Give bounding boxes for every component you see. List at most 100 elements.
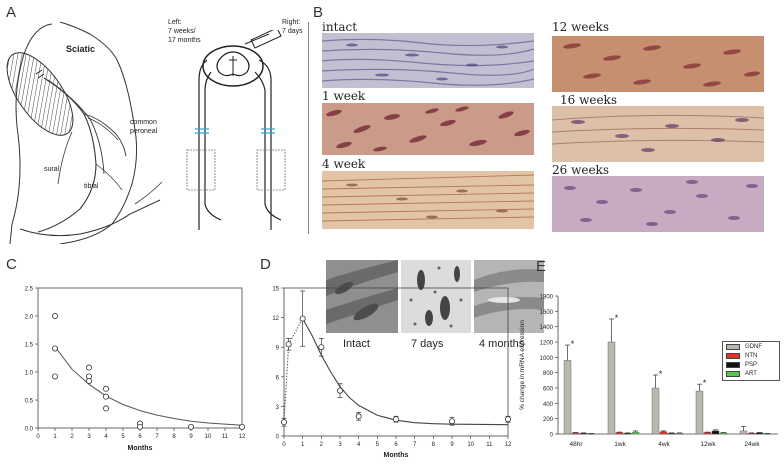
chart-e-significance-marker: * bbox=[659, 369, 663, 379]
chart-e-ytick-label: 1600 bbox=[540, 310, 554, 316]
legend-label-psp: PSP bbox=[745, 361, 758, 368]
chart-d-xtick-label: 9 bbox=[450, 442, 454, 448]
micrograph-label-intact: intact bbox=[322, 20, 358, 34]
inset-intact bbox=[326, 260, 398, 333]
label-sural: sural bbox=[44, 166, 60, 173]
panel-b-letter: B bbox=[313, 4, 324, 21]
chart-c-point bbox=[52, 313, 59, 320]
chart-d-xtick-label: 3 bbox=[338, 442, 342, 448]
chart-d-xtick-label: 8 bbox=[432, 442, 436, 448]
label-common-peroneal: common peroneal bbox=[130, 119, 158, 135]
micrograph-16-weeks bbox=[552, 106, 764, 162]
chart-d-point bbox=[504, 416, 511, 423]
chart-c-point bbox=[103, 393, 110, 400]
micrograph-intact-image bbox=[322, 33, 534, 88]
chart-d-xtick-label: 7 bbox=[413, 442, 417, 448]
chart-e-ytick-label: 400 bbox=[543, 402, 554, 408]
chart-d-ytick-label: 12 bbox=[272, 316, 279, 322]
legend-item-art: ART bbox=[723, 369, 779, 378]
chart-c-xtick-label: 8 bbox=[172, 434, 176, 440]
chart-e-bar bbox=[695, 390, 704, 435]
inset-7-days bbox=[401, 260, 471, 333]
chart-c-point bbox=[187, 423, 194, 430]
legend-swatch-gdnf bbox=[726, 343, 740, 350]
chart-e-bar bbox=[615, 432, 624, 435]
chart-d-ytick-label: 15 bbox=[272, 287, 279, 293]
chart-c-ytick-label: 2.0 bbox=[25, 315, 34, 321]
label-sciatic: Sciatic bbox=[66, 44, 96, 54]
chart-d-ytick-label: 3 bbox=[276, 405, 280, 411]
chart-c-ytick-label: 1.5 bbox=[25, 343, 34, 349]
chart-c-xtick-label: 2 bbox=[70, 434, 74, 440]
chart-c-ytick-label: 2.5 bbox=[25, 287, 34, 293]
chart-e-ytick-label: 200 bbox=[543, 417, 554, 423]
chart-c-frame bbox=[37, 287, 243, 429]
inset-4-months bbox=[474, 260, 544, 333]
chart-d-xtick-label: 2 bbox=[320, 442, 324, 448]
legend-swatch-art bbox=[726, 370, 740, 377]
chart-d-xtick-label: 12 bbox=[505, 442, 512, 448]
chart-c-xtick-label: 10 bbox=[205, 434, 212, 440]
chart-e-bar bbox=[607, 341, 616, 435]
chart-c-point bbox=[103, 385, 110, 392]
chart-d-point bbox=[337, 387, 344, 394]
chart-d-xtick-label: 11 bbox=[486, 442, 493, 448]
spinal-cord-schematic bbox=[186, 30, 286, 230]
inset-label-4-months: 4 months bbox=[479, 338, 525, 350]
legend-label-ntn: NTN bbox=[745, 352, 758, 359]
chart-e-category-label: 1wk bbox=[614, 441, 626, 448]
chart-d-point bbox=[285, 341, 292, 348]
legend-swatch-ntn bbox=[726, 352, 740, 359]
micrograph-1-week-image bbox=[322, 103, 534, 155]
chart-e-significance-marker: * bbox=[615, 313, 619, 323]
chart-e-significance-marker: * bbox=[703, 378, 707, 388]
chart-d-dotted-line bbox=[283, 318, 304, 423]
chart-d-point bbox=[318, 344, 325, 351]
chart-e-significance-marker: * bbox=[571, 339, 575, 349]
panel-c-letter: C bbox=[6, 256, 17, 273]
chart-c-xtick-label: 5 bbox=[121, 434, 125, 440]
micrograph-12-weeks-image bbox=[552, 36, 764, 92]
legend-label-gdnf: GDNF bbox=[745, 343, 762, 350]
micrograph-label-1-week: 1 week bbox=[322, 89, 366, 103]
chart-c-point bbox=[137, 423, 144, 430]
micrograph-4-week-image bbox=[322, 171, 534, 229]
chart-d-xtick-label: 5 bbox=[376, 442, 380, 448]
chart-e: 0 200 400 600 800 1000 1200 1400 1600 1800 % chang… bbox=[519, 295, 778, 448]
chart-e-category-label: 4wk bbox=[658, 441, 670, 448]
chart-d-point bbox=[448, 418, 455, 425]
chart-e-bar bbox=[667, 433, 676, 435]
chart-d-xlabel: Months bbox=[384, 452, 409, 459]
micrograph-16-weeks-image bbox=[552, 106, 764, 162]
inset-label-intact: Intact bbox=[343, 338, 370, 350]
chart-c-ytick-label: 1.0 bbox=[25, 371, 34, 377]
legend-label-art: ART bbox=[745, 370, 757, 377]
chart-e-ytick-label: 0 bbox=[550, 433, 554, 439]
chart-e-bar bbox=[571, 432, 580, 435]
chart-d-xtick-label: 6 bbox=[394, 442, 398, 448]
chart-e-bar bbox=[755, 432, 764, 435]
legend-item-ntn: NTN bbox=[723, 351, 779, 360]
chart-e-bar bbox=[651, 387, 660, 435]
panel-a-letter: A bbox=[6, 4, 17, 21]
chart-d-xtick-label: 1 bbox=[301, 442, 305, 448]
micrograph-26-weeks bbox=[552, 176, 764, 232]
chart-e-ytick-label: 1400 bbox=[540, 325, 554, 331]
chart-c-xtick-label: 4 bbox=[104, 434, 108, 440]
chart-e-bar bbox=[719, 432, 728, 435]
micrograph-26-weeks-image bbox=[552, 176, 764, 232]
chart-d-ytick-label: 6 bbox=[276, 375, 280, 381]
chart-d-point bbox=[392, 416, 399, 423]
inset-4-months-image bbox=[474, 260, 544, 333]
chart-c-fit-line bbox=[54, 346, 243, 426]
chart-e-legend: GDNF NTN PSP ART bbox=[722, 341, 780, 381]
chart-c-ytick-label: 0.0 bbox=[25, 427, 34, 433]
chart-e-ytick-label: 1200 bbox=[540, 341, 554, 347]
chart-e-bar bbox=[623, 433, 632, 435]
chart-d-frame bbox=[283, 287, 509, 437]
chart-e-category-label: 48hr bbox=[569, 441, 583, 448]
chart-c-xtick-label: 1 bbox=[53, 434, 57, 440]
chart-c-point bbox=[103, 405, 110, 412]
legend-item-gdnf: GDNF bbox=[723, 342, 779, 351]
